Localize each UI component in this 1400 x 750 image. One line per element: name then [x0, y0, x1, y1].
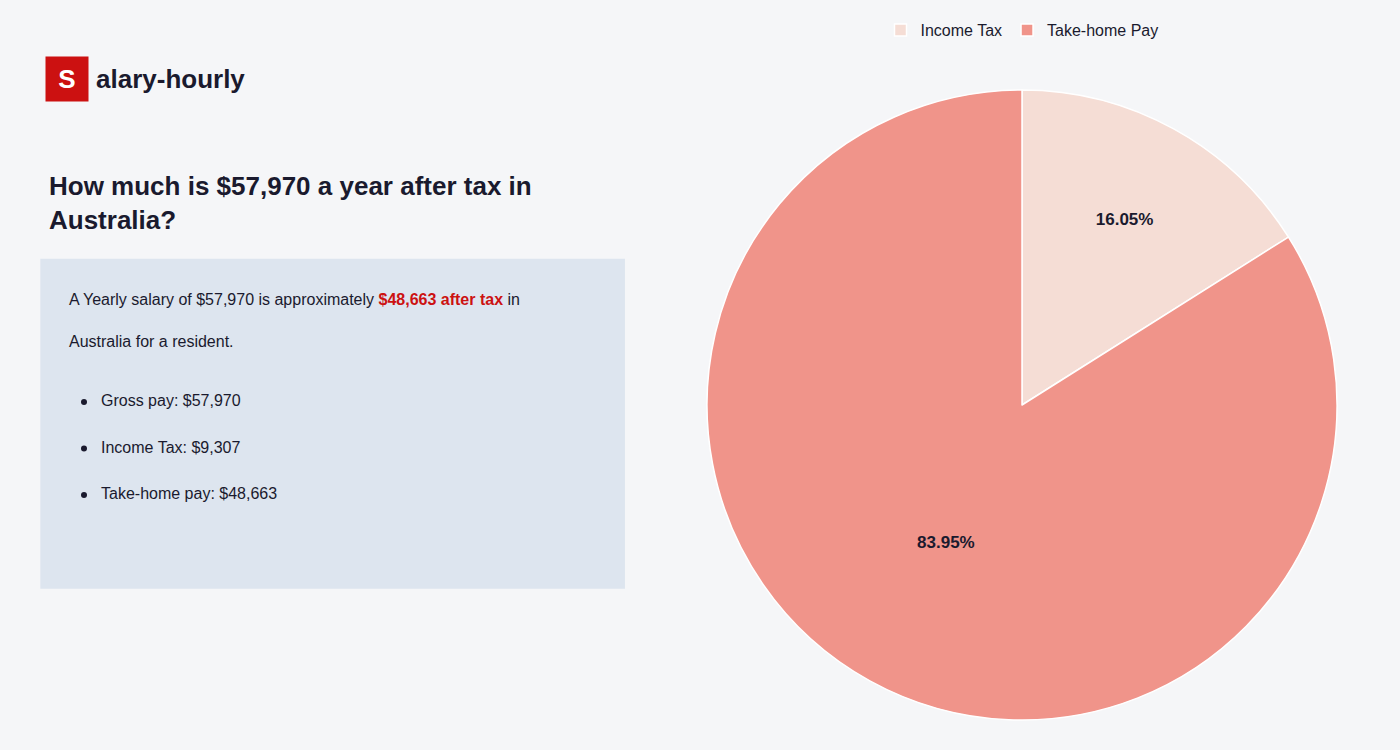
svg-text:Take-home pay: $48,663: Take-home pay: $48,663: [101, 485, 277, 502]
svg-text:Australia for a resident.: Australia for a resident.: [69, 333, 234, 350]
svg-text:A Yearly salary of $57,970 is: A Yearly salary of $57,970 is approximat…: [69, 291, 520, 308]
svg-text:16.05%: 16.05%: [1096, 210, 1154, 229]
svg-text:Income Tax: $9,307: Income Tax: $9,307: [101, 439, 240, 456]
svg-text:Take-home Pay: Take-home Pay: [1047, 22, 1158, 39]
svg-text:Gross pay: $57,970: Gross pay: $57,970: [101, 392, 241, 409]
svg-text:S: S: [58, 64, 75, 94]
svg-text:How much is $57,970 a year aft: How much is $57,970 a year after tax inA…: [49, 171, 532, 235]
svg-text:83.95%: 83.95%: [917, 533, 975, 552]
svg-text:Income Tax: Income Tax: [921, 22, 1003, 39]
svg-text:alary-hourly: alary-hourly: [96, 64, 245, 94]
